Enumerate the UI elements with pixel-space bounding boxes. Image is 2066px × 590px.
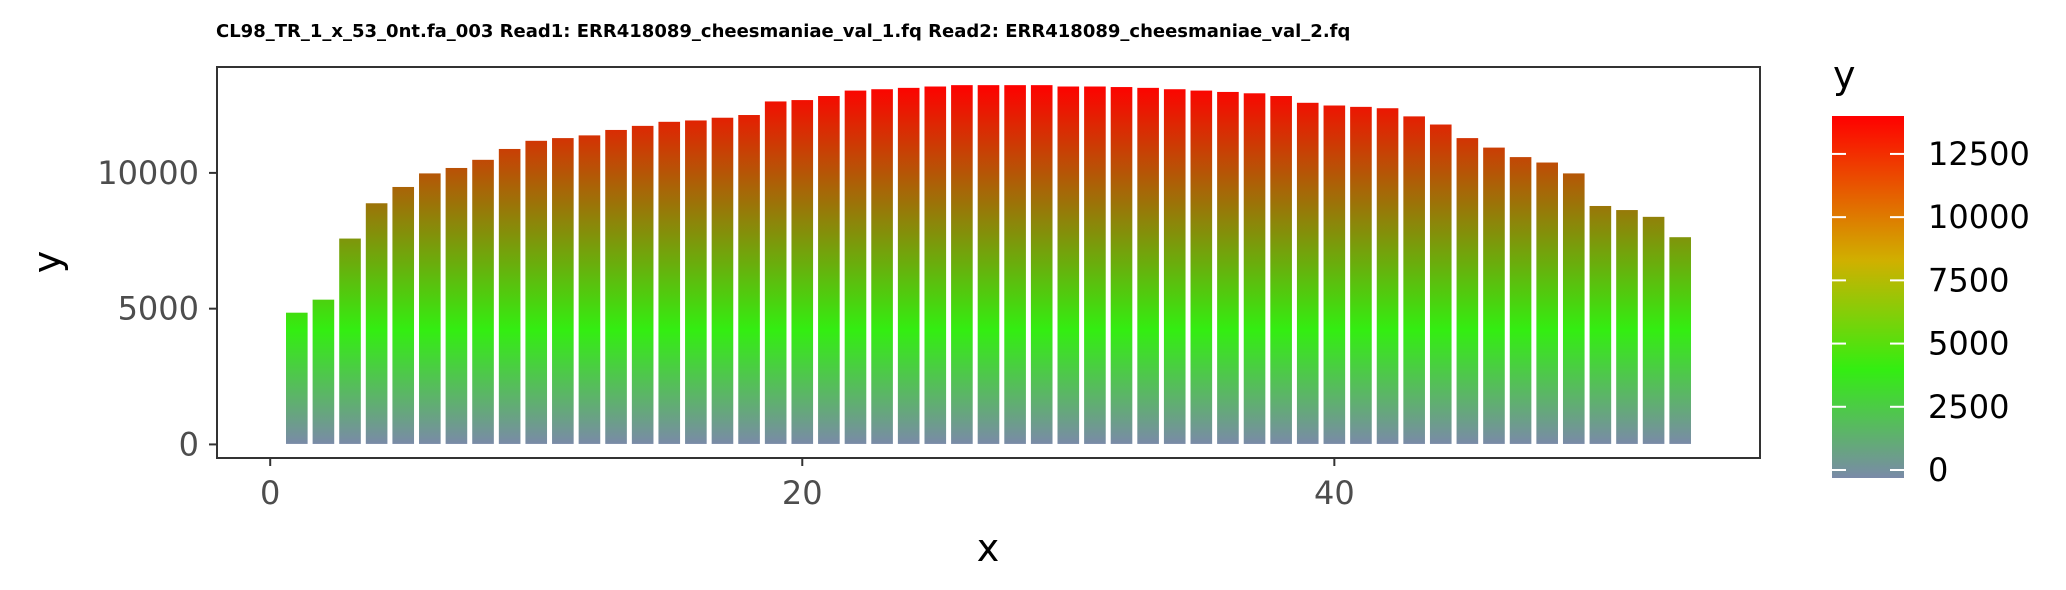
bar [684,119,708,445]
bar [285,311,309,445]
bar [1322,104,1347,445]
legend-colorbar [1832,116,1904,478]
bar [1375,107,1400,445]
bar [1455,137,1480,445]
bar [418,172,442,445]
x-tick-label: 0 [260,474,280,512]
bar [604,128,628,445]
bar [1216,90,1240,445]
bar [1029,84,1054,445]
bar [976,84,1001,445]
bar [1295,101,1320,445]
bar [497,147,522,445]
legend-ticks: 0 2500 5000 7500 10000 12500 [1832,135,2030,489]
bar [1561,172,1586,445]
bar [763,100,788,445]
legend-tick-label: 2500 [1928,388,2009,426]
bar [896,86,921,445]
bar [524,139,549,445]
bars-group [285,84,1692,445]
y-tick-label: 5000 [118,290,199,328]
legend-tick-label: 5000 [1928,325,2009,363]
bar [1508,156,1533,445]
bar [444,166,469,445]
bar [338,237,362,445]
legend-tick-label: 10000 [1928,198,2030,236]
bar [1535,161,1559,445]
bar [790,99,815,445]
bar [1269,95,1293,445]
bar [1189,89,1214,445]
legend-tick-label: 12500 [1928,135,2030,173]
bar [577,134,602,445]
y-tick-label: 10000 [97,154,199,192]
bar [471,158,495,445]
bar [710,116,735,445]
x-tick-label: 40 [1314,474,1355,512]
bar [364,202,389,445]
bar [923,85,948,445]
bar [1615,209,1639,445]
bar [870,88,894,445]
bar [1056,85,1081,445]
y-tick-label: 0 [179,425,199,463]
bar [737,114,761,445]
bar [1003,84,1027,445]
x-axis-title: x [977,526,1000,570]
bar [1242,92,1267,445]
bar [1588,204,1613,445]
bar [1136,86,1160,445]
y-axis-title: y [25,251,69,274]
bar [1349,105,1373,445]
x-tick-label: 20 [782,474,823,512]
bar [551,137,575,445]
bar [1668,236,1692,445]
bar [1402,115,1426,445]
bar [817,95,841,445]
y-axis: 0 5000 10000 [97,154,217,463]
bar [1083,85,1107,445]
bar [657,120,682,445]
legend-tick-label: 0 [1928,451,1948,489]
chart-title: CL98_TR_1_x_53_0nt.fa_003 Read1: ERR4180… [216,21,1350,42]
legend-tick-label: 7500 [1928,261,2009,299]
bar [1109,86,1134,445]
bar [1641,215,1666,445]
bar [391,185,416,445]
legend: y 0 2500 5000 7500 10000 12500 [1832,53,2030,489]
bar [311,298,336,445]
bar [950,84,974,445]
bar [1162,88,1187,445]
bar [630,124,655,445]
legend-title: y [1833,53,1856,97]
bar [1482,146,1506,445]
x-axis: 0 20 40 [260,458,1355,512]
bar [843,89,868,445]
bar [1428,123,1453,445]
